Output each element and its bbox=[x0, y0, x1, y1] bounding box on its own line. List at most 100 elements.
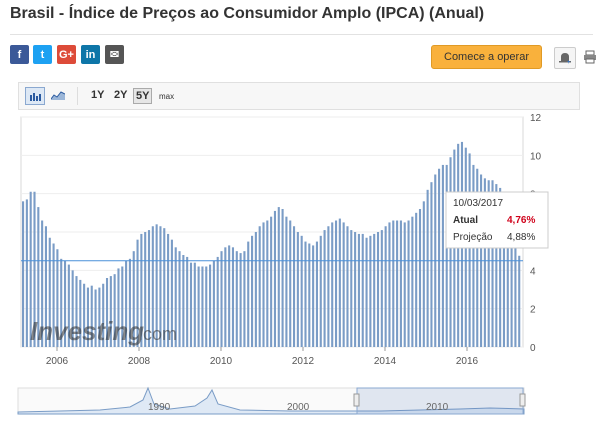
range-1y[interactable]: 1Y bbox=[91, 89, 105, 101]
bar bbox=[499, 187, 502, 347]
x-tick-label: 2010 bbox=[210, 356, 233, 367]
bar bbox=[480, 174, 483, 347]
navigator-left-handle[interactable] bbox=[353, 393, 360, 407]
bar bbox=[37, 207, 40, 347]
bar bbox=[182, 255, 185, 347]
bar bbox=[98, 287, 101, 347]
bar bbox=[365, 237, 368, 347]
bar bbox=[495, 184, 498, 347]
bar bbox=[296, 232, 299, 347]
bar bbox=[205, 266, 208, 347]
navigator-label-2000: 2000 bbox=[287, 402, 310, 413]
bar bbox=[338, 218, 341, 347]
x-axis-ticks: 2006 2008 2010 2012 2014 2016 bbox=[46, 347, 479, 367]
bar bbox=[518, 255, 521, 347]
page-title: Brasil - Índice de Preços ao Consumidor … bbox=[10, 5, 485, 22]
bar bbox=[460, 141, 464, 347]
bar bbox=[487, 180, 490, 347]
bar bbox=[247, 241, 250, 347]
bar bbox=[369, 235, 372, 347]
bar bbox=[361, 233, 364, 347]
bar bbox=[415, 212, 418, 347]
bar bbox=[388, 222, 391, 347]
bar bbox=[33, 191, 36, 347]
bar bbox=[44, 226, 47, 347]
bar bbox=[315, 241, 318, 347]
bar bbox=[403, 222, 406, 347]
bar bbox=[193, 262, 196, 347]
bar bbox=[285, 216, 288, 347]
bar bbox=[430, 182, 433, 347]
facebook-icon[interactable]: f bbox=[10, 45, 29, 64]
range-2y[interactable]: 2Y bbox=[114, 89, 128, 101]
bar bbox=[422, 201, 425, 347]
y-tick-label: 2 bbox=[530, 305, 536, 316]
bar bbox=[178, 251, 181, 347]
bar bbox=[438, 168, 441, 347]
x-tick-label: 2006 bbox=[46, 356, 69, 367]
bar bbox=[407, 220, 410, 347]
y-tick-label: 12 bbox=[530, 113, 542, 124]
navigator-right-handle[interactable] bbox=[519, 393, 526, 407]
range-5y[interactable]: 5Y bbox=[133, 88, 153, 104]
start-trading-button[interactable]: Comece a operar bbox=[431, 45, 542, 69]
y-tick-label: 0 bbox=[530, 343, 536, 354]
y-tick-label: 10 bbox=[530, 151, 542, 162]
chart-tooltip: 10/03/2017 Atual 4,76% Projeção 4,88% bbox=[445, 191, 549, 249]
bar bbox=[251, 235, 254, 347]
bar bbox=[289, 220, 292, 347]
bar bbox=[331, 222, 334, 347]
bar bbox=[140, 233, 143, 347]
bar bbox=[102, 283, 105, 347]
bar bbox=[300, 235, 303, 347]
bar bbox=[472, 164, 475, 347]
bar bbox=[132, 251, 135, 347]
bar bbox=[384, 226, 387, 347]
bar bbox=[189, 262, 193, 347]
bar bbox=[79, 279, 82, 347]
bar bbox=[235, 251, 238, 347]
bar bbox=[71, 270, 74, 347]
bar bbox=[373, 233, 376, 347]
bar bbox=[48, 237, 51, 347]
bar bbox=[174, 247, 177, 347]
bar bbox=[67, 264, 70, 347]
add-alert-icon[interactable]: + bbox=[554, 47, 576, 69]
bar bbox=[392, 220, 395, 347]
twitter-icon[interactable]: t bbox=[33, 45, 52, 64]
x-tick-label: 2016 bbox=[456, 356, 479, 367]
email-icon[interactable]: ✉ bbox=[105, 45, 124, 64]
navigator-series bbox=[17, 386, 525, 415]
bar bbox=[254, 232, 257, 347]
bar bbox=[334, 220, 338, 347]
bar bbox=[197, 266, 200, 347]
bar bbox=[159, 226, 162, 347]
area-chart-type-icon[interactable] bbox=[49, 87, 67, 103]
bar bbox=[186, 256, 189, 347]
tooltip-actual-label: Atual bbox=[453, 215, 478, 226]
plot-frame bbox=[20, 116, 524, 348]
bar bbox=[29, 191, 32, 347]
watermark-suffix: .com bbox=[138, 324, 177, 344]
bar-chart-type-icon[interactable] bbox=[25, 87, 45, 105]
bar bbox=[342, 222, 345, 347]
google-plus-icon[interactable]: G+ bbox=[57, 45, 76, 64]
bar bbox=[292, 226, 296, 347]
bar bbox=[155, 224, 158, 347]
title-divider bbox=[10, 34, 593, 35]
bar bbox=[399, 220, 402, 347]
bar bbox=[270, 216, 273, 347]
range-max[interactable]: max bbox=[159, 92, 175, 101]
bar bbox=[312, 245, 315, 347]
print-icon[interactable] bbox=[580, 47, 600, 67]
bar bbox=[147, 230, 151, 347]
y-tick-label: 4 bbox=[530, 266, 536, 277]
bar bbox=[418, 209, 422, 347]
linkedin-icon[interactable]: in bbox=[81, 45, 100, 64]
bar bbox=[125, 260, 128, 347]
bar bbox=[228, 245, 231, 347]
range-navigator[interactable]: 1990 2000 2010 bbox=[17, 386, 526, 415]
bar bbox=[502, 193, 506, 347]
svg-text:+: + bbox=[567, 60, 571, 65]
bar bbox=[239, 253, 242, 347]
